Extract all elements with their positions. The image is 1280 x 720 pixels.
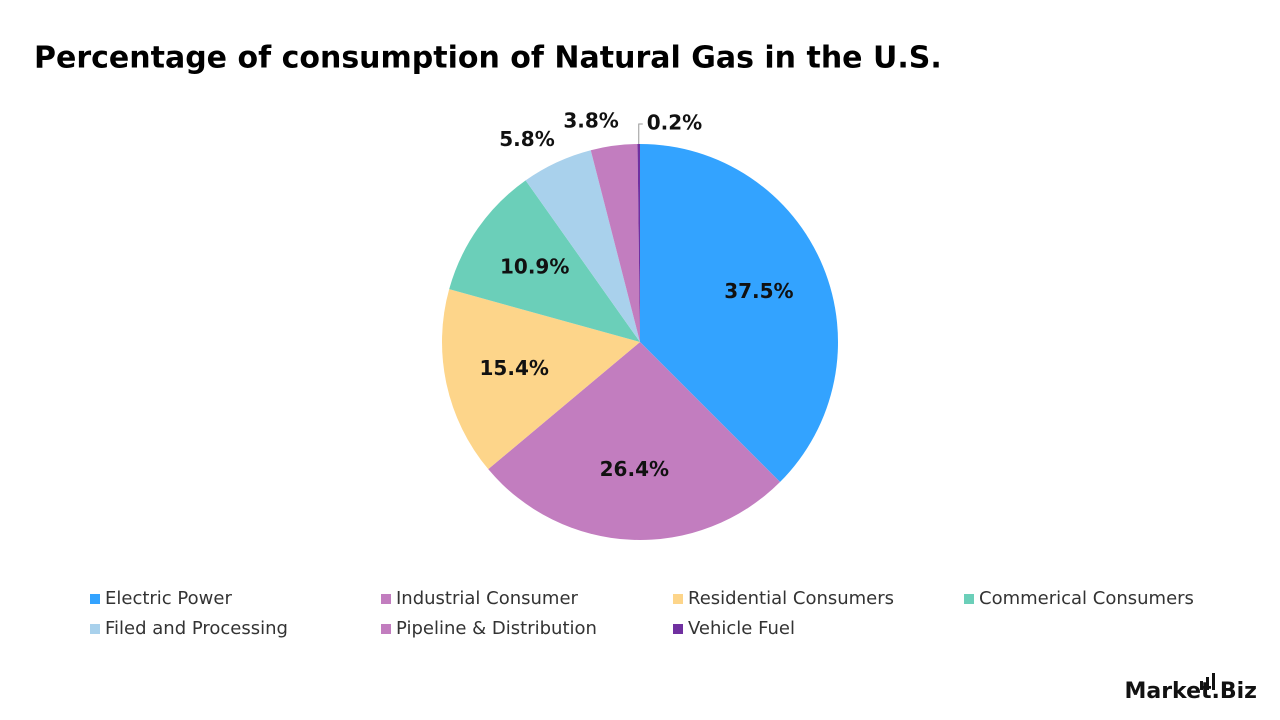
brand-logo: Market.Biz xyxy=(1124,673,1257,704)
data-label: 37.5% xyxy=(724,279,793,303)
pie-slice xyxy=(449,180,640,342)
legend-swatch xyxy=(381,594,391,604)
pie-slice xyxy=(637,144,640,342)
pie-slice xyxy=(640,144,838,483)
data-label: 3.8% xyxy=(563,108,618,132)
legend-swatch xyxy=(673,624,683,634)
legend-label: Filed and Processing xyxy=(105,618,288,639)
legend-label: Residential Consumers xyxy=(688,588,894,609)
pie-slice xyxy=(590,144,640,342)
pie-slice xyxy=(488,342,781,540)
legend-swatch xyxy=(90,624,100,634)
legend-label: Pipeline & Distribution xyxy=(396,618,597,639)
brand: Market.Biz xyxy=(1124,679,1257,704)
legend-swatch xyxy=(90,594,100,604)
data-label: 10.9% xyxy=(500,254,569,278)
pie-slice xyxy=(525,150,640,342)
data-label: 5.8% xyxy=(499,127,554,151)
legend-label: Industrial Consumer xyxy=(396,588,579,609)
legend-label: Electric Power xyxy=(105,588,232,609)
legend-swatch xyxy=(673,594,683,604)
legend-swatch xyxy=(964,594,974,604)
data-label: 15.4% xyxy=(480,356,549,380)
legend-swatch xyxy=(381,624,391,634)
leader-line xyxy=(638,123,643,145)
data-label: 26.4% xyxy=(600,457,669,481)
chart-title: Percentage of consumption of Natural Gas… xyxy=(34,41,942,76)
pie-slice xyxy=(441,289,640,470)
legend-label: Commerical Consumers xyxy=(979,588,1194,609)
data-label: 0.2% xyxy=(647,111,702,135)
legend-label: Vehicle Fuel xyxy=(688,618,795,639)
